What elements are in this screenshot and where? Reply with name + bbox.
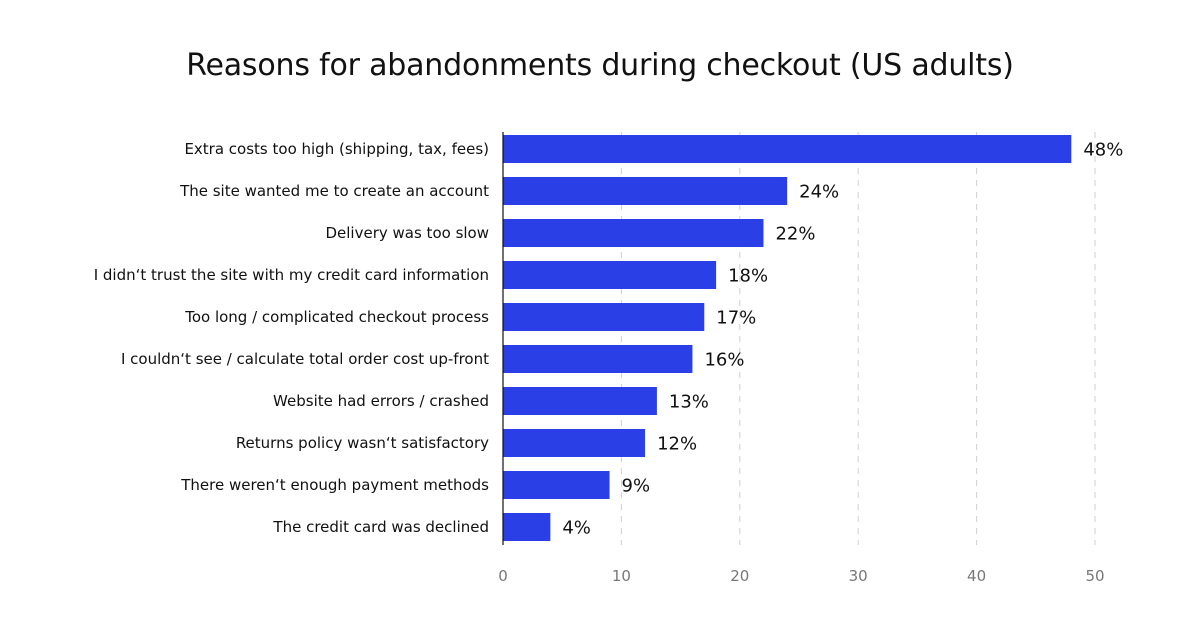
category-labels: Extra costs too high (shipping, tax, fee… <box>94 140 489 536</box>
category-label: There weren‘t enough payment methods <box>180 476 489 494</box>
value-label: 13% <box>669 392 709 413</box>
category-label: The site wanted me to create an account <box>179 182 489 200</box>
bar <box>503 471 610 499</box>
x-tick-label: 20 <box>730 567 749 585</box>
bar <box>503 219 764 247</box>
value-labels: 48% 24% 22% 18% 17% 16% 13% 12% 9% 4% <box>562 140 1123 539</box>
category-label: The credit card was declined <box>272 518 489 536</box>
value-label: 22% <box>775 224 815 245</box>
value-label: 48% <box>1083 140 1123 161</box>
x-tick-label: 40 <box>967 567 986 585</box>
x-tick-label: 0 <box>498 567 508 585</box>
bar <box>503 303 705 331</box>
category-label: Website had errors / crashed <box>273 392 489 410</box>
category-label: I didn‘t trust the site with my credit c… <box>94 266 489 284</box>
chart-title: Reasons for abandonments during checkout… <box>186 48 1014 83</box>
bars <box>503 135 1072 541</box>
category-label: Returns policy wasn‘t satisfactory <box>236 434 489 452</box>
value-label: 24% <box>799 182 839 203</box>
bar <box>503 261 717 289</box>
value-label: 12% <box>657 434 697 455</box>
x-tick-label: 50 <box>1085 567 1104 585</box>
bar <box>503 345 693 373</box>
value-label: 18% <box>728 266 768 287</box>
value-label: 4% <box>562 518 591 539</box>
category-label: Too long / complicated checkout process <box>184 308 489 326</box>
bar <box>503 177 788 205</box>
category-label: I couldn‘t see / calculate total order c… <box>121 350 489 368</box>
value-label: 9% <box>622 476 651 497</box>
x-axis-tick-labels: 0 10 20 30 40 50 <box>498 567 1104 585</box>
x-tick-label: 10 <box>612 567 631 585</box>
x-tick-label: 30 <box>849 567 868 585</box>
bar <box>503 429 646 457</box>
value-label: 17% <box>716 308 756 329</box>
category-label: Extra costs too high (shipping, tax, fee… <box>184 140 489 158</box>
value-label: 16% <box>704 350 744 371</box>
bar <box>503 387 657 415</box>
bar <box>503 135 1072 163</box>
category-label: Delivery was too slow <box>325 224 489 242</box>
bar <box>503 513 551 541</box>
gridlines <box>620 132 1096 545</box>
